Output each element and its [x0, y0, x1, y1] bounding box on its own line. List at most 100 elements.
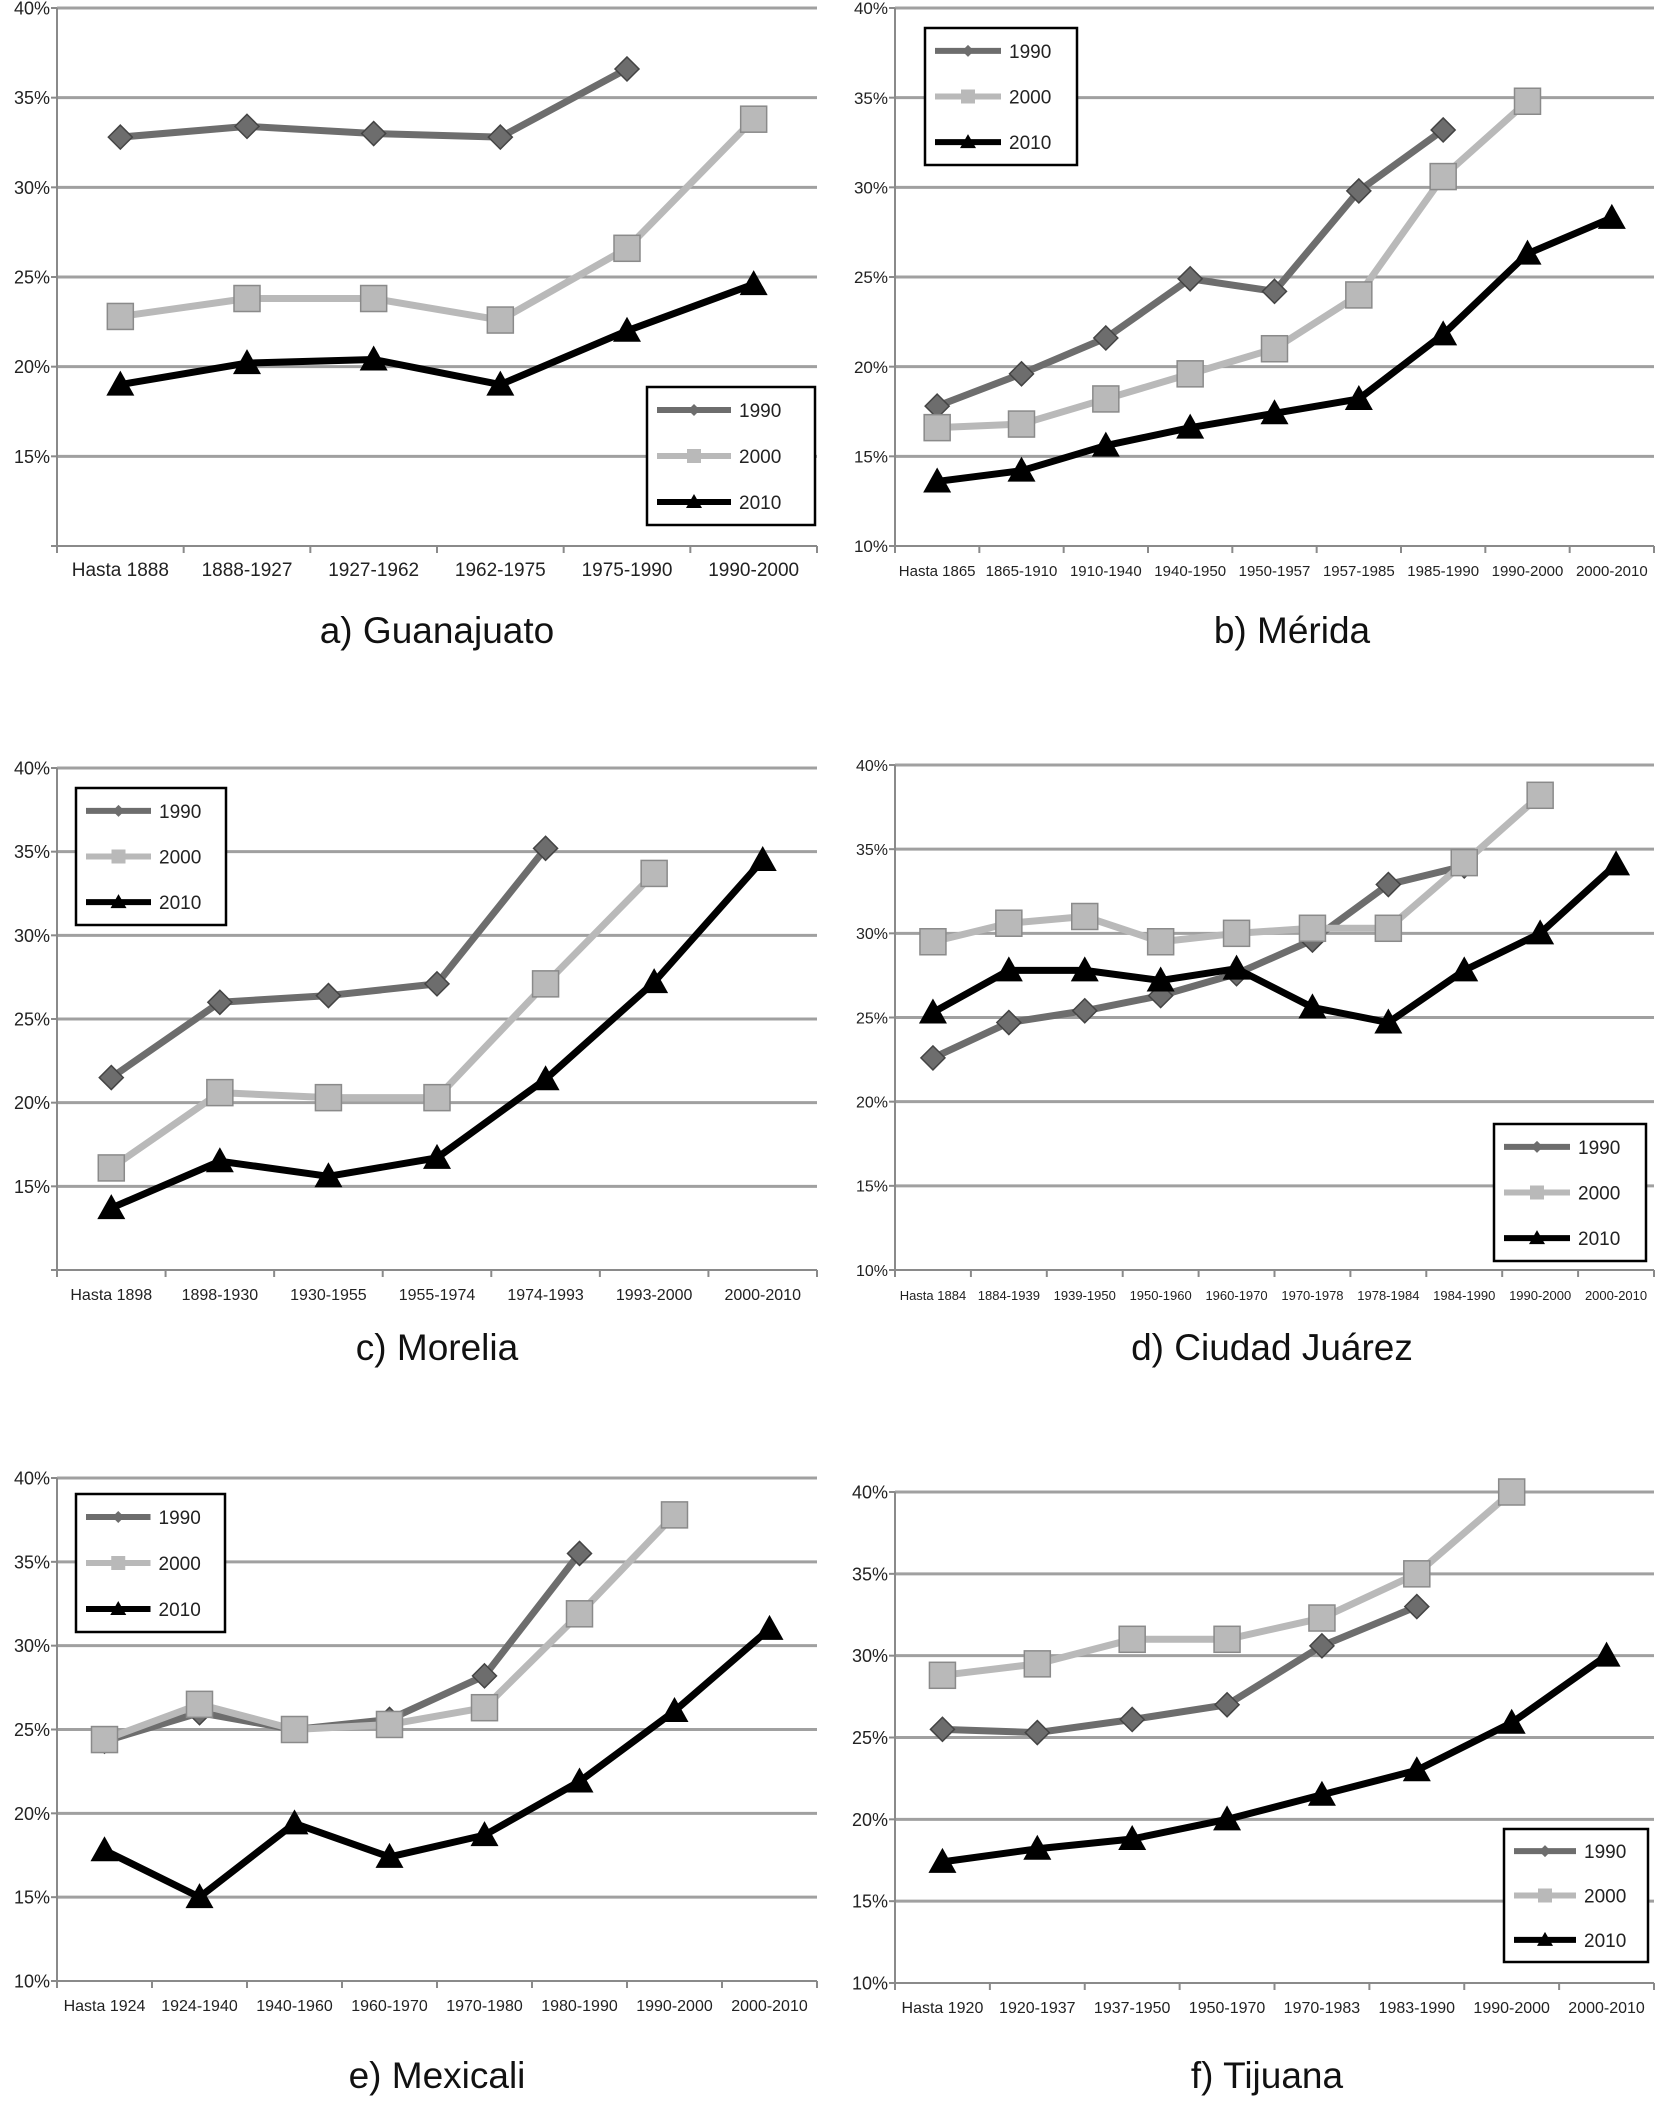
data-point-2010: [1307, 1780, 1336, 1806]
y-tick-label: 25%: [14, 1720, 50, 1740]
y-tick-label: 15%: [854, 447, 888, 466]
y-tick-label: 20%: [852, 1810, 888, 1830]
x-tick-label: 1950-1960: [1130, 1288, 1192, 1303]
data-point-2000: [97, 1154, 126, 1182]
data-point-2010: [1091, 431, 1120, 457]
data-point-2000: [280, 1715, 309, 1744]
y-tick-label: 35%: [854, 89, 888, 108]
data-point-1990: [107, 124, 134, 151]
data-point-1990: [995, 1009, 1022, 1036]
x-tick-label: 1884-1939: [978, 1288, 1040, 1303]
legend-label-1990: 1990: [739, 401, 781, 422]
data-point-2000: [1092, 385, 1120, 413]
data-point-1990: [1092, 324, 1119, 352]
x-tick-label: 1990-2000: [636, 1998, 713, 2015]
data-point-2010: [923, 467, 952, 493]
data-point-1990: [613, 55, 641, 83]
chart-caption: b) Mérida: [1214, 610, 1371, 651]
series-line-2010: [931, 861, 1619, 1027]
data-point-2010: [1176, 413, 1205, 439]
data-point-2000: [919, 928, 947, 956]
data-point-2010: [1344, 384, 1373, 410]
data-point-2010: [185, 1883, 214, 1909]
data-point-2000: [1118, 1625, 1146, 1654]
series-line-2010: [941, 1652, 1609, 1866]
x-tick-label: 1940-1960: [256, 1998, 333, 2015]
x-tick-label: 1888-1927: [202, 560, 293, 581]
data-point-1990: [919, 1044, 947, 1071]
legend-marker-2000: [111, 1556, 126, 1570]
x-tick-label: 1980-1990: [541, 1998, 618, 2015]
data-point-2000: [1213, 1625, 1241, 1654]
legend-label-2000: 2000: [739, 447, 781, 468]
y-tick-label: 30%: [856, 926, 888, 943]
x-tick-label: Hasta 1920: [902, 2000, 984, 2017]
x-tick-label: 1924-1940: [161, 1998, 238, 2015]
data-point-2010: [486, 370, 515, 396]
chart-caption: c) Morelia: [356, 1327, 519, 1368]
data-point-2000: [739, 105, 768, 133]
x-tick-label: 1990-2000: [1492, 563, 1564, 580]
data-point-2010: [531, 1065, 560, 1091]
y-tick-label: 20%: [14, 1093, 50, 1113]
x-tick-label: 1960-1970: [1205, 1288, 1267, 1303]
x-tick-label: 1983-1990: [1379, 2000, 1456, 2017]
data-point-2010: [90, 1836, 119, 1862]
legend-marker-1990: [112, 804, 125, 817]
data-point-2010: [994, 956, 1023, 982]
legend: 1990 2000 2010: [1492, 1122, 1648, 1263]
legend-label-1990: 1990: [159, 802, 201, 823]
y-tick-label: 10%: [852, 1973, 888, 1993]
data-point-2000: [1071, 902, 1099, 931]
x-tick-label: Hasta 1884: [900, 1288, 967, 1303]
y-tick-label: 25%: [14, 267, 50, 287]
data-point-2000: [1260, 334, 1289, 363]
data-point-1990: [1214, 1691, 1241, 1718]
y-tick-label: 40%: [14, 0, 50, 18]
x-tick-label: 1957-1985: [1323, 563, 1395, 580]
legend-marker-2010: [1529, 1230, 1545, 1245]
legend-label-2010: 2010: [739, 493, 781, 514]
data-point-1990: [532, 835, 559, 862]
x-tick-label: 1898-1930: [182, 1287, 259, 1304]
legend: 1990 2000 2010: [74, 1492, 227, 1634]
data-point-2000: [531, 970, 560, 998]
legend-label-2010: 2010: [1578, 1229, 1620, 1250]
data-point-2000: [1450, 848, 1478, 877]
y-tick-label: 35%: [14, 1552, 50, 1572]
chart-caption: a) Guanajuato: [320, 610, 555, 651]
data-point-2000: [1146, 928, 1175, 956]
y-tick-label: 40%: [854, 0, 888, 18]
y-tick-label: 40%: [856, 758, 888, 775]
series-line-1990: [942, 1603, 1419, 1737]
y-tick-label: 15%: [852, 1892, 888, 1912]
y-tick-label: 15%: [856, 1179, 888, 1196]
y-tick-label: 20%: [14, 1804, 50, 1824]
legend: 1990 2000 2010: [1502, 1827, 1650, 1964]
data-point-1990: [1119, 1706, 1146, 1733]
data-point-2010: [205, 1147, 234, 1173]
x-tick-label: 1978-1984: [1357, 1288, 1419, 1303]
x-tick-label: 1950-1970: [1189, 2000, 1266, 2017]
x-tick-label: 1975-1990: [582, 560, 673, 581]
data-point-2000: [660, 1501, 689, 1529]
data-point-2010: [233, 349, 261, 375]
data-point-2010: [1146, 966, 1175, 992]
data-point-2010: [1526, 919, 1555, 945]
data-point-1990: [1308, 1632, 1335, 1659]
x-tick-label: 1984-1990: [1433, 1288, 1495, 1303]
data-point-2000: [1308, 1604, 1336, 1632]
data-point-2010: [1298, 993, 1327, 1019]
data-point-1990: [1375, 871, 1402, 898]
x-tick-label: 1990-2000: [708, 560, 799, 581]
data-point-2010: [1260, 399, 1289, 425]
x-tick-label: 2000-2010: [1576, 563, 1648, 580]
chart-panel-5: 10% 15% 20% 25% 30% 35% 40% Hasta 1924 1924-1940…: [14, 1468, 818, 2096]
data-point-1990: [929, 1716, 956, 1743]
x-tick-label: Hasta 1924: [64, 1998, 146, 2015]
data-point-1990: [206, 989, 233, 1016]
data-point-2010: [423, 1143, 451, 1169]
legend-label-2010: 2010: [159, 1600, 201, 1621]
data-point-2000: [1513, 87, 1542, 116]
data-point-2010: [1222, 954, 1251, 980]
